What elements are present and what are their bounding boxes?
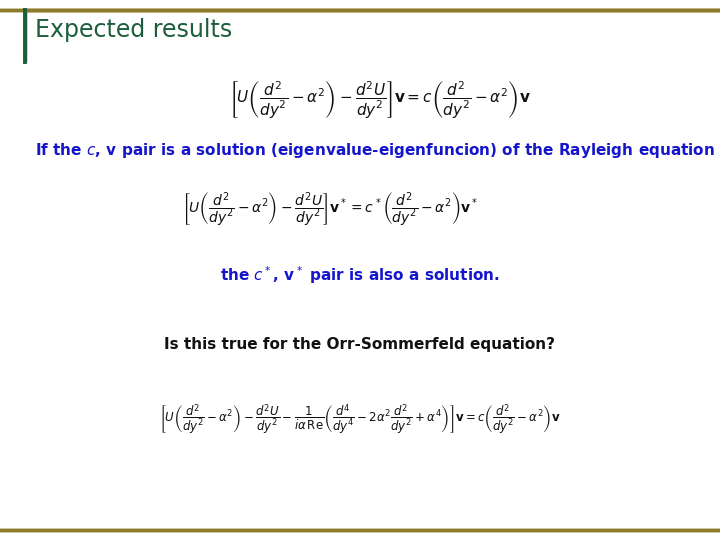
Text: the $c^*$, $\mathbf{v}^*$ pair is also a solution.: the $c^*$, $\mathbf{v}^*$ pair is also a… [220, 264, 500, 286]
Text: If the $c$, $\mathbf{v}$ pair is a solution (eigenvalue-eigenfuncion) of the Ray: If the $c$, $\mathbf{v}$ pair is a solut… [35, 140, 715, 159]
Text: $\left[U\left(\dfrac{d^2}{dy^2}-\alpha^2\right)-\dfrac{d^2U}{dy^2}\right]\mathbf: $\left[U\left(\dfrac{d^2}{dy^2}-\alpha^2… [181, 191, 478, 229]
Text: $\left[U\left(\dfrac{d^2}{dy^2}-\alpha^2\right)-\dfrac{d^2U}{dy^2}-\dfrac{1}{i\a: $\left[U\left(\dfrac{d^2}{dy^2}-\alpha^2… [159, 403, 561, 437]
Text: $\left[U\left(\dfrac{d^2}{dy^2}-\alpha^2\right)-\dfrac{d^2U}{dy^2}\right]\mathbf: $\left[U\left(\dfrac{d^2}{dy^2}-\alpha^2… [229, 79, 531, 120]
Text: Expected results: Expected results [35, 18, 233, 42]
Text: Is this true for the Orr-Sommerfeld equation?: Is this true for the Orr-Sommerfeld equa… [164, 338, 556, 353]
